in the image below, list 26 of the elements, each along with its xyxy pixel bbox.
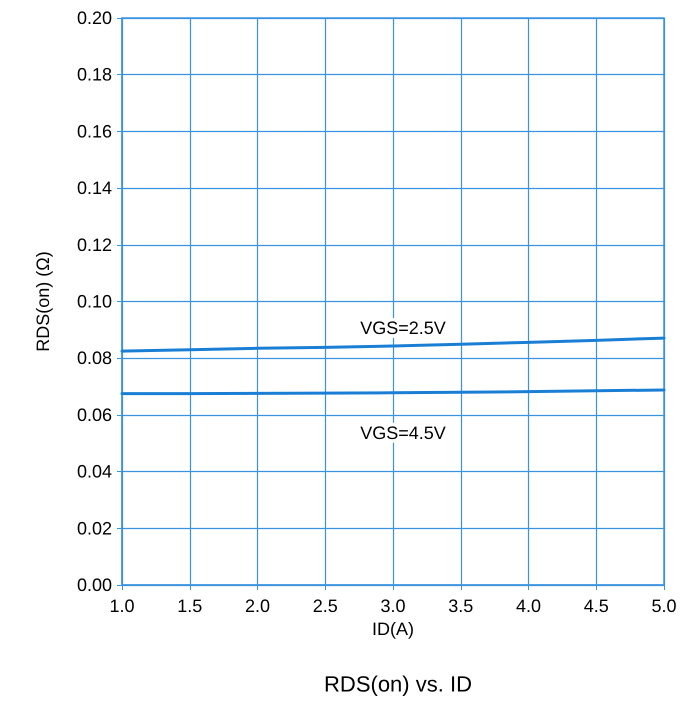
x-tick-label: 2.5 [312, 596, 338, 616]
x-axis-title: ID(A) [372, 618, 414, 639]
x-tick-label: 1.5 [177, 596, 202, 616]
y-tick-label: 0.14 [76, 178, 112, 198]
series-label: VGS=2.5V [360, 318, 446, 338]
y-tick-label: 0.20 [76, 8, 112, 28]
y-tick-label: 0.04 [76, 462, 112, 482]
y-tick-label: 0.16 [76, 121, 112, 142]
y-tick-label: 0.18 [76, 64, 112, 85]
y-tick-label: 0.02 [76, 518, 112, 538]
x-tick-label: 4.5 [584, 596, 609, 616]
y-tick-label: 0.00 [76, 575, 112, 595]
x-tick-label: 3.5 [448, 596, 474, 616]
y-tick-label: 0.06 [76, 404, 112, 425]
x-tick-label: 3.0 [380, 596, 406, 616]
x-tick-label: 4.0 [516, 596, 542, 616]
y-tick-label: 0.10 [76, 292, 112, 312]
series-label: VGS=4.5V [360, 422, 446, 443]
y-axis-title: RDS(on) (Ω) [33, 251, 53, 352]
y-tick-label: 0.12 [76, 234, 112, 255]
x-tick-label: 2.0 [244, 596, 270, 616]
x-tick-label: 1.0 [109, 596, 135, 616]
y-tick-label: 0.08 [76, 348, 112, 368]
x-tick-label: 5.0 [651, 596, 677, 616]
text: RDS(on) vs. ID [324, 672, 472, 696]
line-series [120, 336, 666, 353]
